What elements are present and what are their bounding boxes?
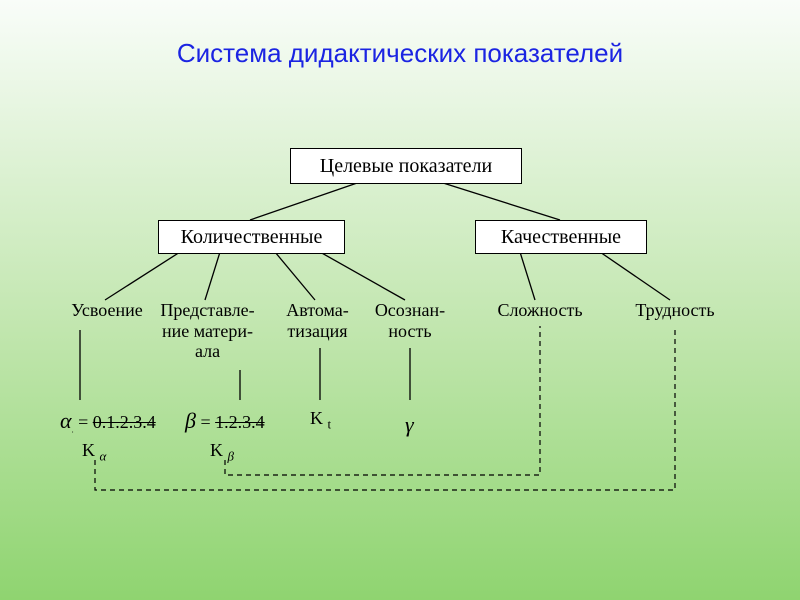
leaf-osoznannost: Осознан-ность [365, 300, 455, 341]
formula-alpha: α. = 0.1.2.3.4 [60, 408, 156, 435]
formula-kt: K t [310, 408, 331, 433]
node-root: Целевые показатели [290, 148, 522, 184]
title-text: Система дидактических показателей [177, 38, 623, 68]
leaf-slozhnost: Сложность [490, 300, 590, 321]
formula-gamma: γ [405, 412, 414, 438]
leaf-predstavlenie: Представле-ние матери-ала [150, 300, 265, 362]
node-qual-label: Качественные [501, 226, 621, 248]
leaf-usvoenie: Усвоение [62, 300, 152, 321]
page-title: Система дидактических показателей [0, 38, 800, 69]
formula-k-beta: K β [210, 440, 234, 465]
leaf-avtomatizacia: Автома-тизация [275, 300, 360, 341]
node-root-label: Целевые показатели [320, 155, 493, 177]
formula-beta: β = 1.2.3.4 [185, 408, 265, 434]
node-qual: Качественные [475, 220, 647, 254]
node-quant: Количественные [158, 220, 345, 254]
formula-k-alpha: K α [82, 440, 106, 465]
node-quant-label: Количественные [181, 226, 323, 248]
leaf-trudnost: Трудность [625, 300, 725, 321]
